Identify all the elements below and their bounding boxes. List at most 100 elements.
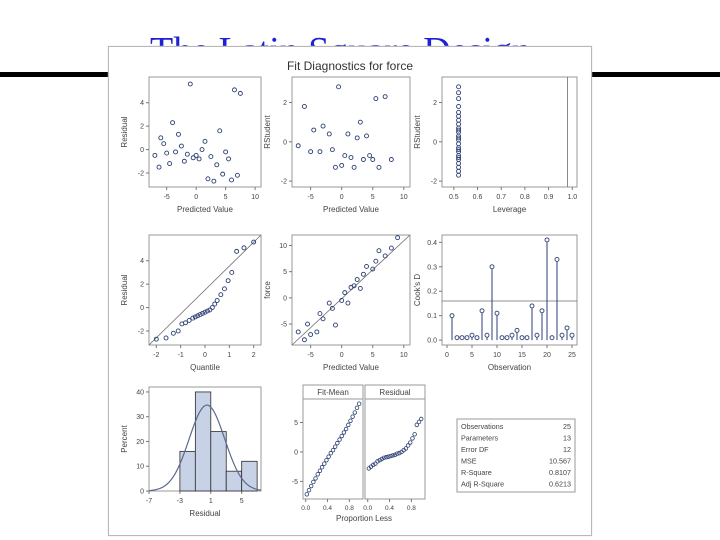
fit-statistics-label: R-Square <box>461 468 492 477</box>
chart4-point <box>195 313 201 319</box>
chart5-xtick-label: 0 <box>340 352 344 359</box>
chart5-point <box>301 337 307 343</box>
chart6-frame <box>441 234 578 346</box>
chart8-point <box>416 419 422 425</box>
chart7-ylabel: Percent <box>120 424 129 452</box>
chart1-point <box>161 141 167 147</box>
chart6-point <box>449 313 455 319</box>
chart6-point <box>489 264 495 270</box>
chart2-point <box>370 157 376 162</box>
chart5-point <box>354 277 360 282</box>
chart8-point <box>322 461 327 466</box>
chart5-point <box>314 329 320 335</box>
chart2-point <box>382 94 388 100</box>
chart1-ytick-label: -2 <box>138 170 144 177</box>
chart8-ytick-label: 0 <box>294 449 298 456</box>
chart5-point <box>308 332 314 337</box>
chart1-point <box>173 149 178 155</box>
chart5-point <box>305 321 310 327</box>
chart2-point <box>351 164 357 170</box>
chart6-xtick-label: 15 <box>518 352 526 359</box>
chart6-point <box>464 335 470 341</box>
chart5-ytick-label: 0 <box>283 295 287 302</box>
chart6-xtick-label: 10 <box>493 352 501 359</box>
chart6-point <box>484 332 490 338</box>
chart8-point <box>403 446 409 451</box>
chart4-ylabel: Residual <box>120 274 129 305</box>
chart2-xtick-label: -5 <box>308 194 314 201</box>
chart2-point <box>311 127 317 133</box>
chart6-point <box>564 325 570 331</box>
chart2-point <box>342 153 348 159</box>
chart5-xtick-label: -5 <box>308 352 314 359</box>
chart7-ytick-label: 40 <box>136 389 144 396</box>
chart4-point <box>209 305 215 311</box>
chart6-ytick-label: 0.4 <box>427 240 437 247</box>
chart6-point <box>524 335 530 341</box>
chart2-xtick-label: 5 <box>371 194 375 201</box>
chart2-ylabel: RStudent <box>263 115 272 149</box>
chart5-point <box>342 290 348 296</box>
chart3-xtick-label: 1.0 <box>567 194 577 201</box>
chart4-point <box>234 248 240 254</box>
chart1-point <box>214 162 220 168</box>
chart1-xlabel: Predicted Value <box>177 205 233 214</box>
chart4-group: -2 -1 0 1 2 -2 0 2 4 Quantile Residual <box>120 234 262 372</box>
chart5-point <box>364 263 369 269</box>
chart4-point <box>192 314 198 320</box>
chart6-point <box>514 327 520 333</box>
chart2-point <box>373 96 379 102</box>
chart2-point <box>333 164 338 170</box>
chart5-point <box>395 235 401 241</box>
chart1-point <box>199 147 205 153</box>
chart6-ytick-label: 0.1 <box>427 313 437 320</box>
chart8-point <box>386 454 391 459</box>
chart4-ytick-label: 4 <box>140 258 144 265</box>
chart2-point <box>339 162 345 168</box>
chart4-point <box>202 309 208 315</box>
chart1-point <box>208 154 214 160</box>
chart6-point <box>559 332 565 338</box>
chart3-point <box>456 104 462 109</box>
chart2-point <box>388 157 394 162</box>
chart3-point <box>456 135 462 141</box>
chart7-xtick-label: -7 <box>146 498 152 505</box>
chart6-point <box>534 332 540 338</box>
chart1-xtick-label: 10 <box>251 194 259 201</box>
chart8-point <box>348 418 353 423</box>
chart5-point <box>388 245 394 251</box>
chart8-point <box>306 487 312 493</box>
chart1-point <box>170 120 176 126</box>
chart3-group: 0.5 0.6 0.7 0.8 0.9 1.0 -2 0 2 Leverage RStudent <box>413 76 578 214</box>
chart6-point <box>454 335 460 341</box>
chart8-point <box>346 422 351 428</box>
chart4-point <box>251 239 257 245</box>
chart4-point <box>186 317 192 323</box>
chart4-point <box>153 336 159 342</box>
chart4-point <box>218 292 224 298</box>
chart3-xtick-label: 0.8 <box>520 194 530 201</box>
chart8-point <box>388 453 393 459</box>
chart6-xlabel: Observation <box>488 363 531 372</box>
chart2-point <box>336 84 342 90</box>
chart8-point <box>418 416 424 422</box>
chart1-point <box>152 152 158 158</box>
chart2-frame <box>291 76 411 188</box>
chart2-ytick-label: 2 <box>283 100 287 107</box>
chart8-point <box>330 447 336 453</box>
chart2-point <box>357 119 363 125</box>
chart2-point <box>326 131 332 137</box>
chart1-ylabel: Residual <box>120 116 129 147</box>
chart8-fit-mean-header <box>302 384 364 400</box>
chart3-xtick-label: 0.9 <box>544 194 554 201</box>
chart8-point <box>328 450 334 456</box>
chart8-ytick-label: 5 <box>294 420 298 427</box>
chart8-point <box>337 437 342 442</box>
chart8-point <box>339 433 344 439</box>
chart7-normal-curve <box>148 404 262 492</box>
chart8-point <box>381 455 387 461</box>
chart4-point <box>222 286 227 292</box>
chart2-xtick-label: 0 <box>340 194 344 201</box>
chart8-point <box>370 462 376 468</box>
chart6-ylabel: Cook's D <box>413 274 422 306</box>
